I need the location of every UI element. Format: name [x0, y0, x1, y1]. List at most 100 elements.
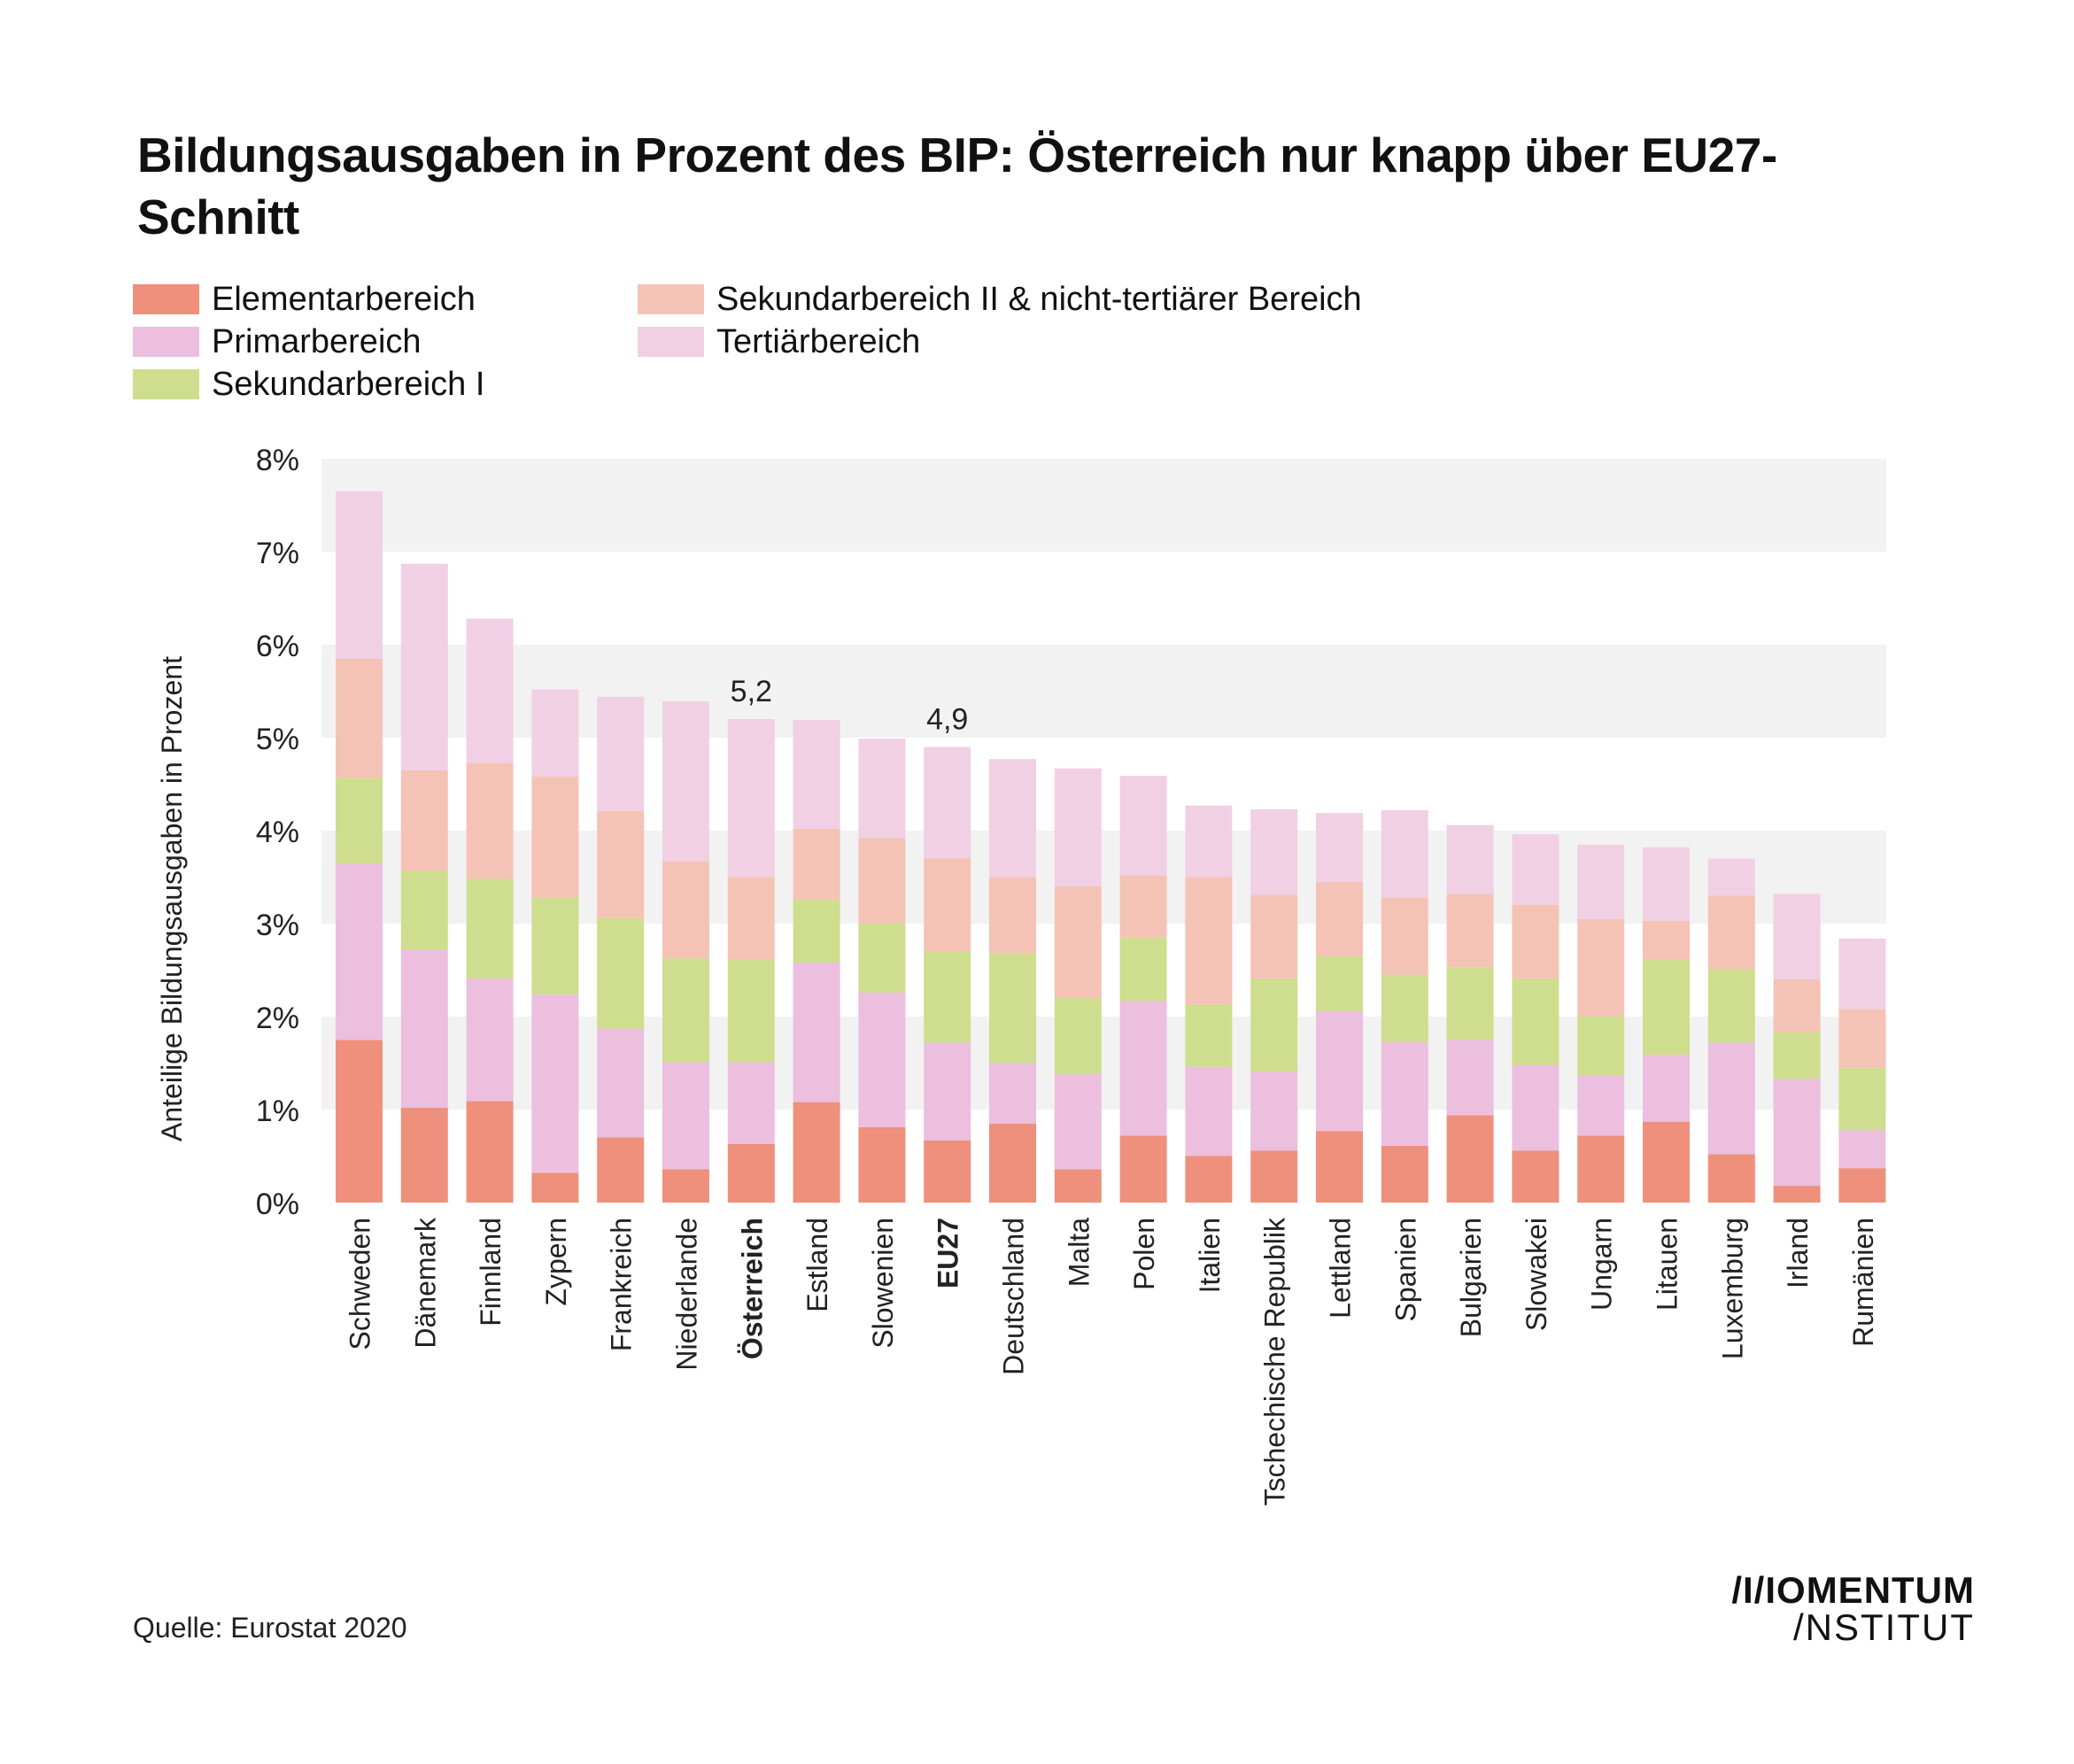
legend-swatch-elementarbereich	[133, 284, 199, 314]
bar-segment-eu27-sekundarbereich-ii-und-nicht-tertiaerer-bereich	[924, 858, 971, 952]
bar-segment-ungarn-sekundarbereich-ii-und-nicht-tertiaerer-bereich	[1577, 918, 1625, 1017]
x-tick-label-niederlande: Niederlande	[671, 1218, 703, 1371]
bar-segment-luxemburg-tertiaerbereich	[1707, 858, 1755, 896]
y-axis-label: Anteilige Bildungsausgaben in Prozent	[156, 656, 188, 1141]
bar-segment-polen-sekundarbereich-ii-und-nicht-tertiaerer-bereich	[1119, 875, 1167, 938]
bar-segment-tschechische-republik-sekundarbereich-ii-und-nicht-tertiaerer-bereich	[1250, 894, 1298, 979]
bar-segment-tschechische-republik-primarbereich	[1250, 1071, 1298, 1151]
bar-segment-frankreich-sekundarbereich-i	[597, 917, 645, 1029]
bar-segment-finnland-primarbereich	[466, 978, 514, 1102]
bar-segment-slowenien-sekundarbereich-i	[858, 924, 906, 993]
bar-segment-ungarn-sekundarbereich-i	[1577, 1017, 1625, 1076]
bar-segment-irland-elementarbereich	[1773, 1186, 1821, 1203]
x-tick-label-oesterreich: Österreich	[736, 1218, 768, 1359]
bar-segment-bulgarien-sekundarbereich-ii-und-nicht-tertiaerer-bereich	[1446, 894, 1494, 968]
logo-line-1: /I/IOMENTUM	[1731, 1569, 1975, 1611]
bar-segment-litauen-tertiaerbereich	[1643, 847, 1690, 921]
bar-segment-spanien-sekundarbereich-ii-und-nicht-tertiaerer-bereich	[1381, 897, 1428, 975]
bar-segment-rumaenien-tertiaerbereich	[1838, 938, 1886, 1010]
bar-segment-slowakei-primarbereich	[1512, 1064, 1559, 1151]
bar-segment-tschechische-republik-sekundarbereich-i	[1250, 978, 1298, 1072]
bar-segment-bulgarien-primarbereich	[1446, 1040, 1494, 1116]
bar-segment-schweden-sekundarbereich-i	[336, 778, 383, 863]
bar-segment-niederlande-tertiaerbereich	[662, 701, 709, 862]
legend-item-primarbereich: Primarbereich	[133, 322, 422, 360]
bar-segment-bulgarien-tertiaerbereich	[1446, 824, 1494, 894]
bar-segment-deutschland-sekundarbereich-ii-und-nicht-tertiaerer-bereich	[989, 877, 1036, 954]
bar-segment-luxemburg-primarbereich	[1707, 1042, 1755, 1155]
bar-segment-slowakei-elementarbereich	[1512, 1150, 1559, 1203]
x-tick-label-slowenien: Slowenien	[867, 1218, 899, 1349]
legend-swatch-primarbereich	[133, 327, 199, 357]
legend-swatch-sekundarbereich-1	[133, 369, 199, 399]
bar-segment-estland-tertiaerbereich	[793, 720, 840, 829]
bar-segment-schweden-elementarbereich	[336, 1040, 383, 1203]
x-tick-label-slowakei: Slowakei	[1521, 1218, 1552, 1331]
y-tick-label-2: 2%	[256, 1002, 299, 1035]
bar-segment-italien-primarbereich	[1185, 1066, 1233, 1157]
bar-segment-italien-sekundarbereich-i	[1185, 1004, 1233, 1067]
x-tick-label-litauen: Litauen	[1652, 1218, 1683, 1311]
bar-segment-spanien-sekundarbereich-i	[1381, 974, 1428, 1042]
x-tick-label-daenemark: Dänemark	[409, 1217, 441, 1349]
bar-segment-frankreich-elementarbereich	[597, 1137, 645, 1203]
x-tick-label-malta: Malta	[1063, 1218, 1095, 1287]
bar-segment-irland-primarbereich	[1773, 1079, 1821, 1187]
bar-segment-deutschland-sekundarbereich-i	[989, 953, 1036, 1064]
bar-segment-niederlande-sekundarbereich-i	[662, 957, 709, 1063]
x-tick-label-irland: Irland	[1782, 1218, 1814, 1288]
x-tick-label-tschechische-republik: Tschechische Republik	[1259, 1217, 1291, 1506]
bar-segment-oesterreich-sekundarbereich-ii-und-nicht-tertiaerer-bereich	[727, 877, 775, 960]
bar-segment-malta-elementarbereich	[1054, 1169, 1102, 1203]
y-tick-label-7: 7%	[256, 537, 299, 570]
bar-segment-oesterreich-elementarbereich	[727, 1143, 775, 1203]
bar-segment-estland-sekundarbereich-ii-und-nicht-tertiaerer-bereich	[793, 828, 840, 900]
legend-label-sekundarbereich-1: Sekundarbereich I	[212, 365, 485, 403]
bar-segment-zypern-tertiaerbereich	[531, 689, 579, 778]
bar-segment-italien-tertiaerbereich	[1185, 805, 1233, 878]
bar-segment-tschechische-republik-tertiaerbereich	[1250, 808, 1298, 895]
bar-segment-niederlande-sekundarbereich-ii-und-nicht-tertiaerer-bereich	[662, 861, 709, 958]
bar-segment-luxemburg-sekundarbereich-ii-und-nicht-tertiaerer-bereich	[1707, 895, 1755, 970]
legend-swatch-tertiaerbereich	[638, 327, 704, 357]
bar-segment-litauen-primarbereich	[1643, 1055, 1690, 1122]
bar-segment-deutschland-elementarbereich	[989, 1123, 1036, 1203]
bar-segment-ungarn-tertiaerbereich	[1577, 844, 1625, 919]
bar-segment-luxemburg-elementarbereich	[1707, 1154, 1755, 1203]
bar-segment-niederlande-elementarbereich	[662, 1169, 709, 1203]
bar-segment-polen-sekundarbereich-i	[1119, 937, 1167, 1002]
bar-segment-rumaenien-primarbereich	[1838, 1130, 1886, 1169]
bar-segment-irland-sekundarbereich-ii-und-nicht-tertiaerer-bereich	[1773, 979, 1821, 1033]
x-tick-label-bulgarien: Bulgarien	[1455, 1218, 1487, 1337]
bar-segment-zypern-sekundarbereich-i	[531, 897, 579, 994]
legend-swatch-sekundarbereich-2	[638, 284, 704, 314]
bar-segment-italien-sekundarbereich-ii-und-nicht-tertiaerer-bereich	[1185, 877, 1233, 1005]
bar-segment-litauen-sekundarbereich-ii-und-nicht-tertiaerer-bereich	[1643, 920, 1690, 960]
bar-segment-zypern-elementarbereich	[531, 1172, 579, 1203]
bar-segment-niederlande-primarbereich	[662, 1062, 709, 1170]
bar-segment-daenemark-primarbereich	[400, 949, 448, 1108]
bar-segment-polen-elementarbereich	[1119, 1135, 1167, 1203]
legend-item-sekundarbereich-1: Sekundarbereich I	[133, 365, 485, 403]
bar-segment-slowakei-sekundarbereich-i	[1512, 978, 1559, 1065]
grid-band-3-4	[321, 831, 1886, 924]
bar-segment-finnland-tertiaerbereich	[466, 618, 514, 763]
bar-segment-estland-primarbereich	[793, 963, 840, 1102]
x-tick-label-schweden: Schweden	[344, 1218, 376, 1350]
x-tick-label-eu27: EU27	[933, 1218, 964, 1288]
bar-segment-lettland-sekundarbereich-i	[1316, 956, 1363, 1011]
bar-segment-oesterreich-primarbereich	[727, 1062, 775, 1144]
x-tick-label-ungarn: Ungarn	[1586, 1218, 1618, 1311]
bar-segment-irland-sekundarbereich-i	[1773, 1032, 1821, 1079]
legend-label-primarbereich: Primarbereich	[212, 322, 422, 360]
bar-segment-oesterreich-sekundarbereich-i	[727, 959, 775, 1063]
bar-segment-slowenien-sekundarbereich-ii-und-nicht-tertiaerer-bereich	[858, 838, 906, 924]
bar-segment-eu27-sekundarbereich-i	[924, 951, 971, 1043]
x-tick-label-deutschland: Deutschland	[998, 1218, 1030, 1375]
y-tick-label-5: 5%	[256, 723, 299, 756]
x-tick-label-estland: Estland	[801, 1218, 833, 1312]
bar-segment-lettland-primarbereich	[1316, 1010, 1363, 1132]
bar-segment-polen-primarbereich	[1119, 1001, 1167, 1136]
x-tick-label-polen: Polen	[1128, 1218, 1160, 1290]
